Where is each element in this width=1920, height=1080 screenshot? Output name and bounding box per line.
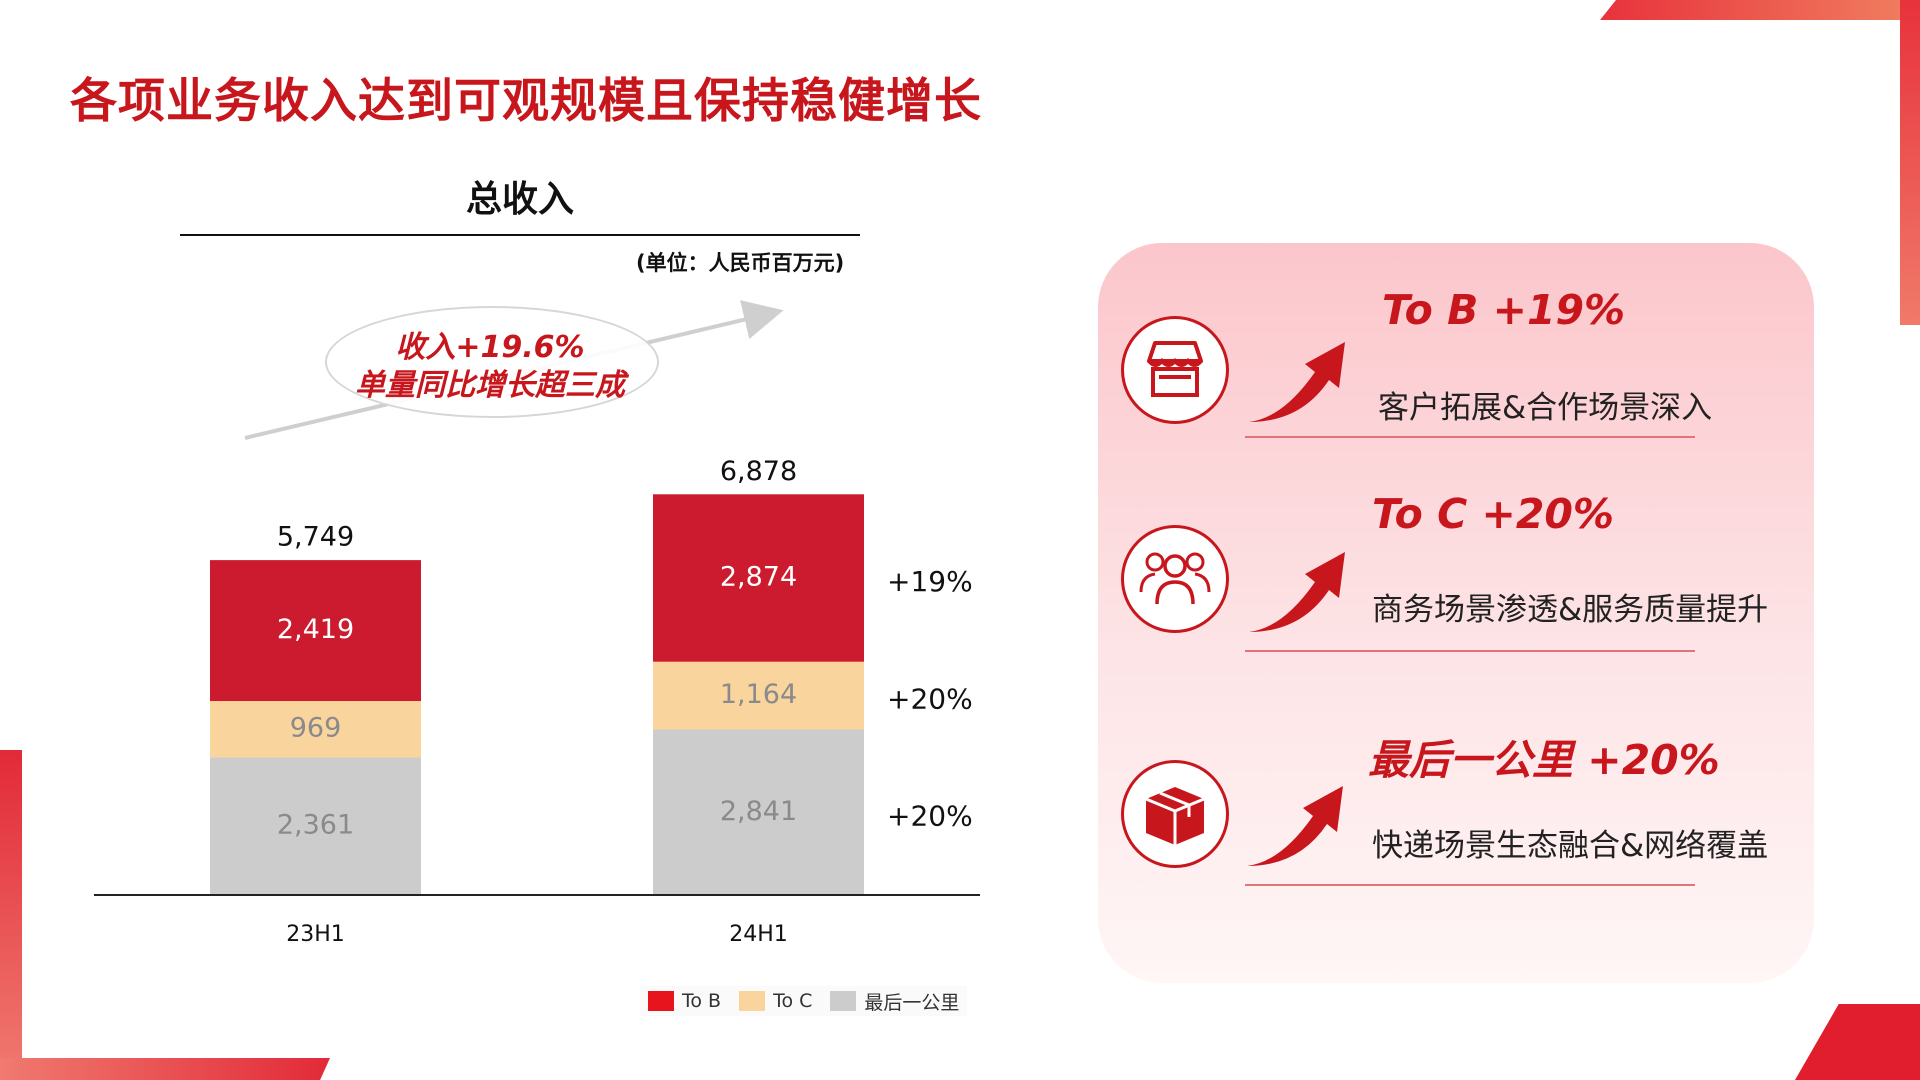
data-label: 969 (290, 713, 342, 744)
data-label: 2,361 (277, 810, 354, 841)
chart-title: 总收入 (465, 179, 574, 220)
chart-title-underline (180, 234, 860, 236)
growth-arrow-icon (1249, 552, 1345, 632)
total-label: 6,878 (720, 456, 797, 487)
legend-label-lastmile: 最后一公里 (864, 991, 960, 1014)
bar-segment (653, 729, 864, 895)
corner-decoration-right-edge (1900, 0, 1920, 325)
page-title: 各项业务收入达到可观规模且保持稳健增长 (70, 74, 982, 129)
segment-divider (1245, 436, 1695, 438)
chart-legend: To B To C 最后一公里 (640, 986, 968, 1016)
segment-divider (1245, 884, 1695, 886)
corner-decoration-top-right (1600, 0, 1920, 20)
segment-desc-tob: 客户拓展&合作场景深入 (1378, 390, 1713, 426)
bar-segment (653, 661, 864, 730)
segment-title-tob: To B +19% (1382, 286, 1626, 334)
legend-item-toc: To C (739, 990, 812, 1012)
stacked-bar-chart: 2,361 969 2,419 5,749 23H1 2,841 1,164 2,874 6,8… (94, 300, 980, 947)
growth-arrow-icon (1249, 342, 1345, 422)
growth-label: +20% (887, 799, 973, 832)
bar-segment (210, 757, 421, 895)
growth-label: +19% (887, 565, 973, 598)
x-tick-label: 23H1 (286, 922, 345, 947)
growth-label: +20% (887, 683, 973, 716)
legend-label-toc: To C (773, 990, 813, 1012)
segment-divider (1245, 650, 1695, 652)
callout-volume-growth: 单量同比增长超三成 (355, 368, 625, 403)
legend-swatch-tob (648, 991, 674, 1011)
segment-title-lastmile: 最后一公里 +20% (1368, 736, 1720, 784)
bar-segment (653, 494, 864, 662)
chart-unit-label: (单位：人民币百万元) (636, 251, 845, 275)
corner-decoration-bottom-left (0, 1058, 330, 1080)
bar-segment (210, 701, 421, 758)
callout-revenue-growth: 收入+19.6% (395, 330, 585, 365)
package-icon (1121, 760, 1229, 868)
legend-swatch-toc (739, 991, 766, 1011)
data-label: 2,841 (720, 796, 797, 827)
growth-callout-bubble (325, 306, 659, 418)
legend-item-tob: To B (648, 990, 721, 1012)
data-label: 2,874 (720, 562, 797, 593)
users-icon (1121, 525, 1229, 633)
data-label: 1,164 (720, 679, 797, 710)
store-icon (1121, 316, 1229, 424)
legend-item-lastmile: 最后一公里 (830, 988, 959, 1015)
segment-desc-lastmile: 快递场景生态融合&网络覆盖 (1372, 828, 1769, 864)
legend-label-tob: To B (682, 990, 722, 1012)
legend-swatch-lastmile (830, 991, 857, 1011)
segment-desc-toc: 商务场景渗透&服务质量提升 (1372, 592, 1769, 628)
growth-arrow-icon (1247, 786, 1343, 866)
corner-decoration-left-edge (0, 750, 22, 1080)
total-label: 5,749 (277, 522, 354, 553)
data-label: 2,419 (277, 614, 354, 645)
bar-segment (210, 560, 421, 702)
segment-title-toc: To C +20% (1372, 490, 1614, 538)
x-tick-label: 24H1 (729, 922, 788, 947)
corner-decoration-bottom-right (1795, 1004, 1920, 1080)
